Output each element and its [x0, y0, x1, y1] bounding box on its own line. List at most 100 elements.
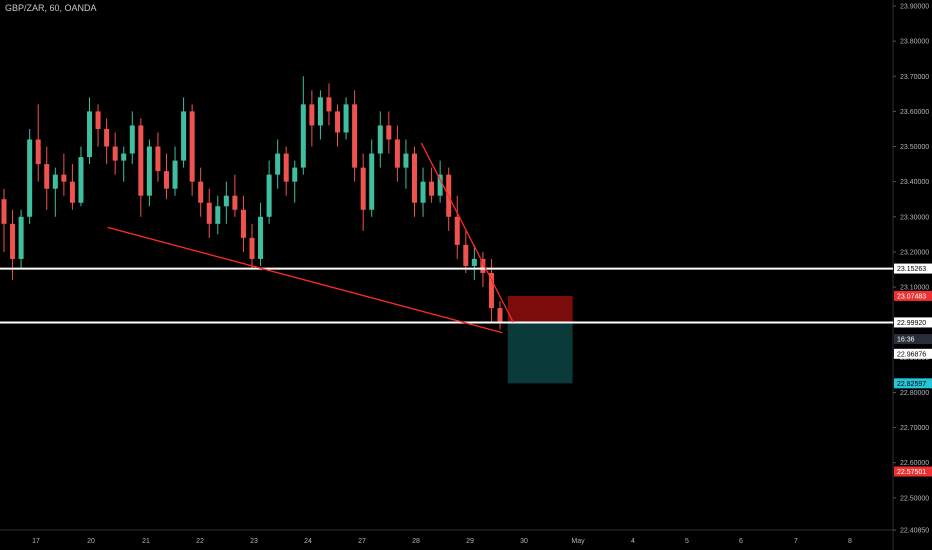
price-tag-label: 16:36	[897, 337, 915, 344]
candle-body	[283, 153, 289, 182]
candle-body	[112, 146, 118, 161]
x-tick-label: 27	[358, 538, 366, 545]
candle-body	[463, 244, 469, 266]
candle-body	[437, 174, 443, 196]
candle-body	[360, 167, 366, 210]
price-tag-label: 22.96876	[897, 351, 926, 358]
price-tag-label: 22.99920	[897, 320, 926, 327]
candle-body	[69, 181, 75, 203]
x-tick-label: 5	[685, 538, 689, 545]
x-tick-label: 21	[142, 538, 150, 545]
candle-body	[18, 216, 24, 259]
candle-body	[429, 181, 435, 196]
price-tag-label: 23.15263	[897, 266, 926, 273]
price-tag	[894, 348, 932, 359]
candle-body	[377, 125, 383, 154]
candle-body	[335, 111, 341, 133]
candle-body	[61, 174, 67, 182]
candle-body	[497, 308, 503, 323]
candle-body	[480, 258, 486, 274]
price-tag	[894, 334, 932, 345]
candle-body	[471, 258, 477, 266]
candle-body	[343, 104, 349, 133]
x-tick-label: May	[571, 538, 585, 545]
price-tag-label: 22.82597	[897, 381, 926, 388]
candle-body	[352, 104, 358, 168]
price-tag-label: 22.57501	[897, 469, 926, 476]
x-tick-label: 4	[631, 538, 635, 545]
x-tick-label: 29	[466, 538, 474, 545]
candle-body	[403, 153, 409, 168]
candle-body	[488, 273, 494, 309]
candle-body	[10, 223, 16, 259]
chart-title: GBP/ZAR, 60, OANDA	[5, 3, 97, 13]
candle-body	[95, 111, 101, 129]
trendline	[107, 226, 503, 334]
candle-body	[258, 216, 264, 259]
candle-body	[104, 128, 110, 147]
candle-body	[172, 160, 178, 189]
y-tick-label: 23.30000	[900, 214, 929, 221]
x-tick-label: 6	[739, 538, 743, 545]
candle-body	[275, 153, 281, 175]
x-tick-label: 17	[32, 538, 40, 545]
price-tag-label: 23.07483	[897, 293, 926, 300]
candle-body	[138, 125, 144, 196]
candle-body	[266, 174, 272, 217]
candle-body	[155, 146, 161, 172]
candle-body	[78, 157, 84, 203]
candle-body	[309, 104, 315, 126]
candle-body	[300, 104, 306, 168]
y-tick-label: 23.80000	[900, 39, 929, 46]
candle-body	[223, 195, 229, 207]
candle-body	[420, 181, 426, 203]
candle-body	[292, 167, 298, 182]
x-tick-label: 23	[250, 538, 258, 545]
candle-body	[35, 139, 41, 165]
x-tick-label: 30	[520, 538, 528, 545]
candle-body	[87, 111, 93, 158]
x-tick-label: 22	[196, 538, 204, 545]
candle-body	[52, 174, 58, 189]
y-tick-label: 22.60000	[900, 460, 929, 467]
y-tick-label: 22.50000	[900, 495, 929, 502]
candle-body	[163, 171, 169, 189]
candle-body	[249, 237, 255, 259]
candle-body	[215, 206, 221, 224]
candle-body	[411, 153, 417, 203]
y-tick-label: 23.70000	[900, 74, 929, 81]
candle-body	[129, 125, 135, 154]
y-tick-label: 22.80000	[900, 390, 929, 397]
y-tick-label: 23.90000	[900, 4, 929, 11]
candle-body	[369, 153, 375, 210]
candle-body	[317, 97, 323, 126]
candle-body	[386, 125, 392, 140]
y-tick-label: 23.60000	[900, 109, 929, 116]
candle-body	[454, 216, 460, 245]
y-tick-label: 23.40000	[900, 179, 929, 186]
x-tick-label: 7	[794, 538, 798, 545]
y-tick-label: 23.20000	[900, 249, 929, 256]
candle-body	[121, 153, 127, 161]
take-profit-zone	[507, 322, 573, 384]
candle-body	[240, 209, 246, 238]
y-tick-label: 23.50000	[900, 144, 929, 151]
candle-body	[181, 111, 187, 161]
y-tick-label: 23.10000	[900, 285, 929, 292]
price-tag	[894, 317, 932, 328]
trendline	[420, 142, 514, 323]
candle-body	[189, 111, 195, 182]
x-tick-label: 8	[848, 538, 852, 545]
x-tick-label: 20	[87, 538, 95, 545]
x-tick-label: 24	[304, 538, 312, 545]
candle-body	[146, 146, 152, 196]
price-tag	[894, 378, 932, 389]
price-tag	[894, 290, 932, 301]
x-tick-label: 28	[412, 538, 420, 545]
y-tick-label: 22.40850	[900, 528, 929, 535]
candle-body	[232, 195, 238, 210]
stop-loss-zone	[507, 295, 573, 323]
price-tag	[894, 263, 932, 274]
candle-body	[44, 164, 50, 189]
